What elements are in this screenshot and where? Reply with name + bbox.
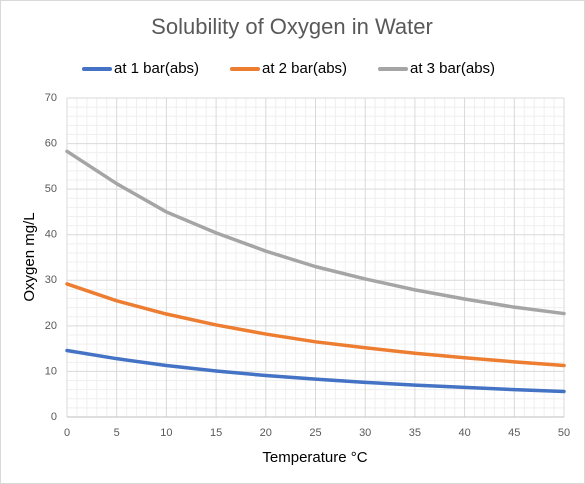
y-tick-label: 50: [45, 183, 57, 195]
y-tick-label: 60: [45, 137, 57, 149]
line-series: [65, 282, 566, 368]
legend-label: at 3 bar(abs): [410, 60, 495, 77]
legend-label: at 1 bar(abs): [114, 60, 199, 77]
y-axis-label: Oxygen mg/L: [21, 212, 38, 301]
y-tick-label: 10: [45, 365, 57, 377]
x-tick-label: 45: [508, 427, 520, 439]
x-tick-label: 40: [458, 427, 470, 439]
x-axis-label: Temperature °C: [262, 449, 367, 466]
chart-title: Solubility of Oxygen in Water: [151, 14, 433, 39]
line-series: [65, 348, 566, 394]
x-tick-label: 15: [210, 427, 222, 439]
y-tick-label: 40: [45, 229, 57, 241]
x-tick-label: 50: [558, 427, 570, 439]
x-tick-label: 5: [114, 427, 120, 439]
legend-label: at 2 bar(abs): [262, 60, 347, 77]
x-tick-label: 30: [359, 427, 371, 439]
x-tick-label: 25: [309, 427, 321, 439]
x-tick-label: 10: [160, 427, 172, 439]
y-tick-label: 0: [51, 411, 57, 423]
y-tick-label: 30: [45, 274, 57, 286]
x-tick-label: 0: [64, 427, 70, 439]
line-series: [65, 149, 566, 316]
y-tick-label: 20: [45, 320, 57, 332]
x-tick-label: 35: [409, 427, 421, 439]
x-tick-label: 20: [260, 427, 272, 439]
y-tick-label: 70: [45, 92, 57, 104]
